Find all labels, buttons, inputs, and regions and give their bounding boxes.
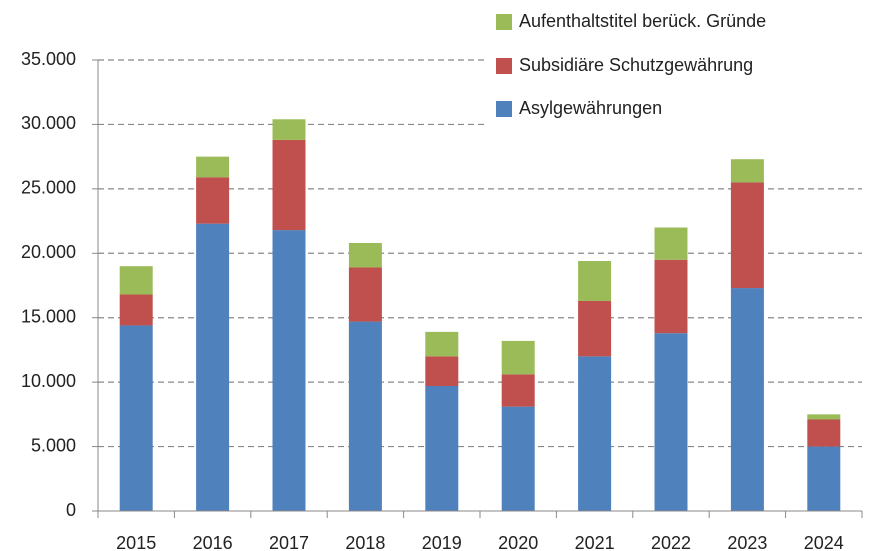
x-tick-label: 2018 — [345, 533, 385, 551]
bar-segment — [578, 300, 612, 357]
x-tick-label: 2017 — [269, 533, 309, 551]
bar-segment — [272, 139, 306, 231]
y-tick-label: 10.000 — [21, 371, 76, 391]
bar-segment — [578, 261, 612, 301]
bar-segment — [425, 386, 459, 511]
bar-segment — [425, 356, 459, 387]
y-tick-label: 15.000 — [21, 306, 76, 326]
bar-segment — [730, 288, 764, 511]
bar-segment — [348, 242, 382, 268]
y-tick-label: 0 — [66, 500, 76, 520]
legend-swatch — [496, 58, 512, 74]
bar-segment — [654, 333, 688, 511]
y-tick-label: 25.000 — [21, 178, 76, 198]
bar-segment — [807, 419, 841, 447]
bar-segment — [272, 230, 306, 511]
legend-background — [488, 0, 869, 128]
legend-label: Asylgewährungen — [519, 98, 662, 118]
x-tick-label: 2022 — [651, 533, 691, 551]
x-tick-label: 2023 — [727, 533, 767, 551]
legend-label: Subsidiäre Schutzgewährung — [519, 55, 753, 75]
bar-segment — [119, 325, 153, 511]
bar-segment — [730, 182, 764, 289]
x-tick-label: 2021 — [575, 533, 615, 551]
x-tick-label: 2016 — [193, 533, 233, 551]
legend-swatch — [496, 101, 512, 117]
bar-segment — [119, 266, 153, 295]
x-tick-label: 2020 — [498, 533, 538, 551]
bar-segment — [501, 374, 535, 407]
bar-segment — [272, 119, 306, 140]
x-tick-label: 2015 — [116, 533, 156, 551]
legend-label: Aufenthaltstitel berück. Gründe — [519, 11, 766, 31]
x-tick-label: 2024 — [804, 533, 844, 551]
x-tick-label: 2019 — [422, 533, 462, 551]
bar-segment — [196, 223, 230, 512]
y-tick-label: 20.000 — [21, 242, 76, 262]
legend-swatch — [496, 14, 512, 30]
bar-segment — [196, 177, 230, 224]
bar-segment — [501, 340, 535, 375]
bar-segment — [654, 227, 688, 260]
bar-segment — [578, 356, 612, 511]
y-tick-label: 5.000 — [31, 435, 76, 455]
bar-segment — [196, 156, 230, 178]
bar-segment — [501, 406, 535, 511]
bar-segment — [348, 321, 382, 511]
bar-segment — [654, 259, 688, 334]
bar-segment — [119, 294, 153, 326]
y-tick-label: 35.000 — [21, 49, 76, 69]
bar-segment — [348, 267, 382, 322]
y-tick-label: 30.000 — [21, 113, 76, 133]
bar-segment — [425, 331, 459, 357]
bar-segment — [807, 446, 841, 511]
bar-segment — [807, 414, 841, 420]
bar-segment — [730, 159, 764, 183]
